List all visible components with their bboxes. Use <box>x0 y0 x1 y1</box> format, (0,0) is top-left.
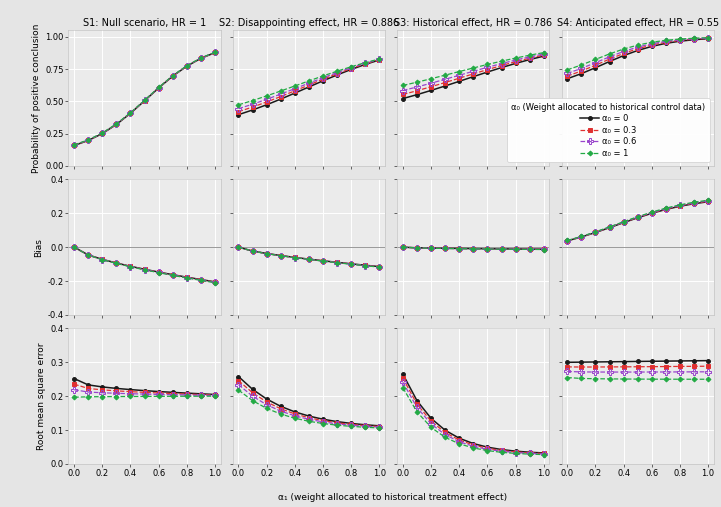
Title: S3: Historical effect, HR = 0.786: S3: Historical effect, HR = 0.786 <box>394 18 552 28</box>
Title: S2: Disappointing effect, HR = 0.886: S2: Disappointing effect, HR = 0.886 <box>219 18 399 28</box>
Y-axis label: Probability of positive conclusion: Probability of positive conclusion <box>32 23 41 173</box>
Y-axis label: Root mean square error: Root mean square error <box>37 342 46 450</box>
Title: S1: Null scenario, HR = 1: S1: Null scenario, HR = 1 <box>83 18 206 28</box>
Legend: α₀ = 0, α₀ = 0.3, α₀ = 0.6, α₀ = 1: α₀ = 0, α₀ = 0.3, α₀ = 0.6, α₀ = 1 <box>507 98 709 162</box>
Title: S4: Anticipated effect, HR = 0.55: S4: Anticipated effect, HR = 0.55 <box>557 18 719 28</box>
Y-axis label: Bias: Bias <box>35 238 43 257</box>
Text: α₁ (weight allocated to historical treatment effect): α₁ (weight allocated to historical treat… <box>278 493 508 502</box>
